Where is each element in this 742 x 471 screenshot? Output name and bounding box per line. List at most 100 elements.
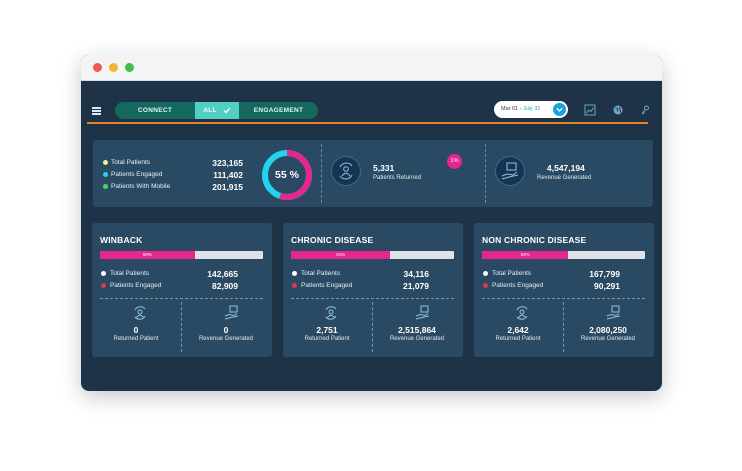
total-patients-label: Total Patients [110, 270, 150, 277]
patients-engaged-value: 90,291 [594, 281, 620, 291]
patient-icon [331, 156, 361, 186]
revenue-generated-label: Revenue Generated [580, 336, 636, 342]
legend-dot [103, 171, 108, 177]
summary-panel: Total Patients 323,165 Patients Engaged … [93, 140, 653, 207]
total-patients-value: 34,116 [403, 269, 429, 279]
date-range-picker[interactable]: Mar 01 - July 31 [494, 101, 568, 118]
card-divider [482, 298, 645, 299]
globe-icon[interactable] [612, 104, 624, 116]
total-patients-label: Total Patients [301, 270, 341, 277]
patients-engaged-value: 21,079 [403, 281, 429, 291]
patients-engaged-value: 82,909 [212, 281, 238, 291]
chevron-down-icon[interactable] [553, 103, 566, 116]
patient-icon [134, 306, 146, 320]
date-separator: - [518, 106, 524, 112]
tab-all-label: ALL [203, 107, 217, 114]
legend-dot [103, 183, 108, 189]
legend-dot [483, 282, 488, 288]
hamburger-icon[interactable] [92, 107, 101, 115]
patients-returned-value: 5,331 [373, 163, 395, 173]
close-window-button[interactable] [93, 63, 102, 72]
returned-patient-value: 2,751 [316, 325, 338, 335]
progress-fill [482, 251, 569, 259]
progress-fill [100, 251, 195, 259]
total-patients-value: 142,665 [207, 269, 238, 279]
progress-label: 58% [142, 252, 152, 257]
donut-percentage: 55 % [275, 169, 299, 181]
card-title: CHRONIC DISEASE [291, 235, 374, 245]
patient-icon [516, 306, 528, 320]
card-title: WINBACK [100, 235, 143, 245]
revenue-generated-value: 4,547,194 [547, 163, 585, 173]
total-patients-value: 167,799 [589, 269, 620, 279]
legend-dot [101, 282, 106, 288]
summary-label: Total Patients [111, 159, 151, 166]
patients-engaged-row: Patients Engaged [483, 280, 543, 292]
patients-engaged-label: Patients Engaged [492, 282, 544, 289]
summary-divider [321, 144, 322, 203]
engagement-progress-bar: 61% [291, 251, 454, 259]
tab-connect[interactable]: CONNECT [137, 107, 173, 114]
patients-returned-label: Patients Returned [373, 175, 422, 181]
summary-label: Patients With Mobile [111, 183, 171, 190]
browser-window: CONNECT ALL ENGAGEMENT Mar 01 - July 31 … [81, 55, 662, 391]
checkmark-icon [223, 107, 231, 114]
money-hand-icon [495, 156, 525, 186]
engagement-donut [262, 150, 312, 200]
card-winback: WINBACK 58% Total Patients 142,665 Patie… [92, 223, 272, 357]
card-vertical-divider [372, 302, 373, 352]
key-icon[interactable] [639, 104, 651, 116]
patients-engaged-label: Patients Engaged [110, 282, 162, 289]
minimize-window-button[interactable] [109, 63, 118, 72]
returned-patient-label: Returned Patient [495, 336, 541, 342]
card-vertical-divider [563, 302, 564, 352]
header-divider [87, 122, 648, 124]
revenue-generated-label: Revenue Generated [537, 175, 592, 181]
legend-total-patients: Total Patients [103, 157, 150, 169]
date-end: July 31 [523, 106, 541, 112]
maximize-window-button[interactable] [125, 63, 134, 72]
returned-patient-value: 2,642 [507, 325, 529, 335]
card-divider [100, 298, 263, 299]
legend-dot [483, 270, 488, 276]
money-hand-icon [606, 305, 621, 320]
summary-value: 111,402 [213, 170, 243, 180]
card-title: NON CHRONIC DISEASE [482, 235, 587, 245]
total-patients-row: Total Patients [483, 268, 531, 280]
legend-patients-with-mobile: Patients With Mobile [103, 181, 170, 193]
progress-label: 53% [520, 252, 530, 257]
returned-percent-badge: 1% [447, 154, 462, 169]
progress-label: 61% [336, 252, 346, 257]
card-chronic-disease: CHRONIC DISEASE 61% Total Patients 34,11… [283, 223, 463, 357]
patients-engaged-label: Patients Engaged [301, 282, 353, 289]
patients-engaged-row: Patients Engaged [101, 280, 161, 292]
returned-patient-label: Returned Patient [304, 336, 350, 342]
legend-dot [292, 282, 297, 288]
total-patients-row: Total Patients [292, 268, 340, 280]
donut-fill [262, 150, 312, 200]
revenue-generated-label: Revenue Generated [389, 336, 445, 342]
summary-value: 323,165 [212, 158, 243, 168]
returned-patient-value: 0 [133, 325, 139, 335]
patient-icon [325, 306, 337, 320]
patients-engaged-row: Patients Engaged [292, 280, 352, 292]
legend-patients-engaged: Patients Engaged [103, 169, 162, 181]
chart-icon[interactable] [584, 104, 596, 116]
card-non-chronic-disease: NON CHRONIC DISEASE 53% Total Patients 1… [474, 223, 654, 357]
legend-dot [103, 159, 108, 165]
tab-engagement[interactable]: ENGAGEMENT [253, 107, 304, 114]
date-start: Mar 01 [501, 106, 519, 112]
progress-fill [291, 251, 391, 259]
revenue-generated-value: 2,080,250 [589, 325, 627, 335]
total-patients-row: Total Patients [101, 268, 149, 280]
money-hand-icon [224, 305, 239, 320]
engagement-progress-bar: 53% [482, 251, 645, 259]
revenue-generated-value: 2,515,864 [398, 325, 436, 335]
tab-all[interactable]: ALL [195, 102, 239, 119]
revenue-generated-value: 0 [223, 325, 229, 335]
summary-divider [485, 144, 486, 203]
card-vertical-divider [181, 302, 182, 352]
view-toggle: CONNECT ALL ENGAGEMENT [115, 102, 318, 119]
returned-patient-label: Returned Patient [113, 336, 159, 342]
summary-label: Patients Engaged [111, 171, 163, 178]
